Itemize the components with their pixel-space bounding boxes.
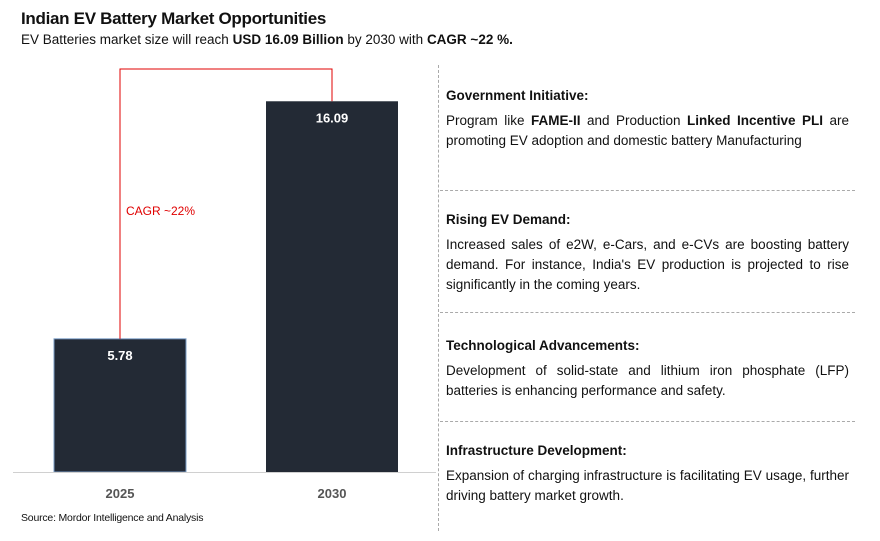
subtitle-highlight: USD 16.09 Billion <box>232 32 344 47</box>
subtitle-highlight: CAGR ~22 %. <box>426 32 513 47</box>
section-divider <box>440 421 855 422</box>
body-bold: Linked Incentive PLI <box>687 113 823 128</box>
subtitle-text: EV Batteries market size will reach <box>21 32 233 47</box>
section-rising-ev-demand: Rising EV Demand: Increased sales of e2W… <box>446 212 849 295</box>
section-body: Increased sales of e2W, e-Cars, and e-CV… <box>446 237 849 292</box>
section-heading: Rising EV Demand: <box>446 212 571 227</box>
data-label: 16.09 <box>316 110 349 125</box>
bar-2030 <box>266 101 398 472</box>
source-note: Source: Mordor Intelligence and Analysis <box>21 512 204 524</box>
body-text: Program like <box>446 113 531 128</box>
section-divider <box>440 190 855 191</box>
subtitle: EV Batteries market size will reach USD … <box>21 32 513 47</box>
section-government-initiative: Government Initiative: Program like FAME… <box>446 88 849 151</box>
x-tick-label: 2025 <box>106 486 135 501</box>
page-title: Indian EV Battery Market Opportunities <box>21 9 327 28</box>
section-heading: Government Initiative: <box>446 88 589 103</box>
subtitle-text: by 2030 with <box>343 32 427 47</box>
body-bold: FAME-II <box>530 113 581 128</box>
cagr-annotation: CAGR ~22% <box>126 204 195 218</box>
data-label: 5.78 <box>107 348 132 363</box>
section-body: Program like FAME-II and Production Link… <box>446 111 849 151</box>
section-heading: Infrastructure Development: <box>446 443 627 458</box>
x-tick-label: 2030 <box>318 486 347 501</box>
bar-chart: 5.78 2025 16.09 2030 CAGR ~22% <box>13 68 436 501</box>
section-body: Development of solid-state and lithium i… <box>446 363 849 398</box>
cagr-connector-line <box>119 68 333 339</box>
section-heading: Technological Advancements: <box>446 338 640 353</box>
section-divider <box>440 312 855 313</box>
body-text: are promoting EV adoption and domestic b… <box>446 113 849 148</box>
section-body: Expansion of charging infrastructure is … <box>446 468 849 503</box>
section-infrastructure-development: Infrastructure Development: Expansion of… <box>446 443 849 506</box>
body-text: and Production <box>580 113 687 128</box>
section-technological-advancements: Technological Advancements: Development … <box>446 338 849 401</box>
vertical-divider <box>438 65 439 531</box>
